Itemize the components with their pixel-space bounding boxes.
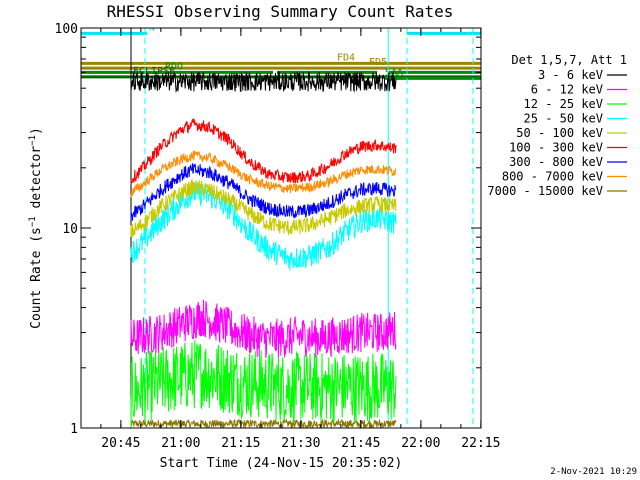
chart-title: RHESSI Observing Summary Count Rates: [107, 2, 454, 21]
legend-entry-label: 100 - 300 keV: [509, 141, 603, 155]
series-line-5: [130, 118, 397, 184]
legend-entry-label: 6 - 12 keV: [531, 83, 603, 97]
legend-entry-label: 50 - 100 keV: [516, 126, 603, 140]
series-line-1: [130, 299, 397, 358]
flag-label-rdo: RDO: [165, 61, 183, 72]
flag-label-fd4: FD4: [337, 52, 355, 63]
legend-entry-label: 3 - 6 keV: [538, 68, 603, 82]
x-tick-label: 21:00: [161, 436, 200, 451]
series-layer: [130, 70, 397, 428]
y-axis-label-main: Count Rate (s: [29, 227, 44, 329]
series-line-7: [130, 150, 397, 198]
series-line-8: [130, 417, 397, 428]
series-line-3: [130, 181, 397, 271]
y-tick-label: 1: [70, 422, 78, 437]
flag-label-fd5: FD5: [369, 57, 387, 68]
x-tick-label: 21:15: [221, 436, 260, 451]
y-axis-label: Count Rate (s−1 detector−1): [28, 127, 44, 329]
legend-entry-label: 7000 - 15000 keV: [487, 184, 603, 198]
x-tick-label: 21:30: [281, 436, 320, 451]
series-line-0: [130, 70, 397, 93]
y-tick-label: 100: [55, 22, 78, 37]
series-line-2: [130, 339, 397, 428]
x-tick-label: 21:45: [341, 436, 380, 451]
series-line-6: [130, 163, 397, 221]
x-tick-label: 22:15: [461, 436, 500, 451]
flag-label-saa: SAA: [385, 67, 403, 78]
legend-entry-label: 12 - 25 keV: [524, 97, 603, 111]
series-line-4: [130, 178, 397, 237]
legend-entry-label: 800 - 7000 keV: [502, 170, 603, 184]
x-tick-label: 22:00: [401, 436, 440, 451]
axis-ticks: 20:45 21:00 21:15 21:30 21:45 22:00 22:15 1 10 10…: [55, 22, 501, 451]
y-axis-label-end: ): [29, 127, 44, 135]
y-axis-label-sup2: −1: [28, 135, 38, 146]
legend-entry-label: 25 - 50 keV: [524, 112, 603, 126]
flag-label-n: N: [149, 22, 155, 33]
legend-header: Det 1,5,7, Att 1: [511, 53, 627, 67]
y-axis-label-mid: detector: [29, 146, 44, 217]
flag-label-eclipse: ECLIPSE: [133, 66, 175, 77]
x-axis-label: Start Time (24-Nov-15 20:35:02): [160, 456, 403, 471]
y-axis-label-sup1: −1: [28, 216, 38, 227]
y-tick-label: 10: [62, 222, 78, 237]
x-tick-label: 20:45: [101, 436, 140, 451]
footer-date: 2-Nov-2021 10:29: [550, 467, 637, 477]
legend-entry-label: 300 - 800 keV: [509, 155, 603, 169]
